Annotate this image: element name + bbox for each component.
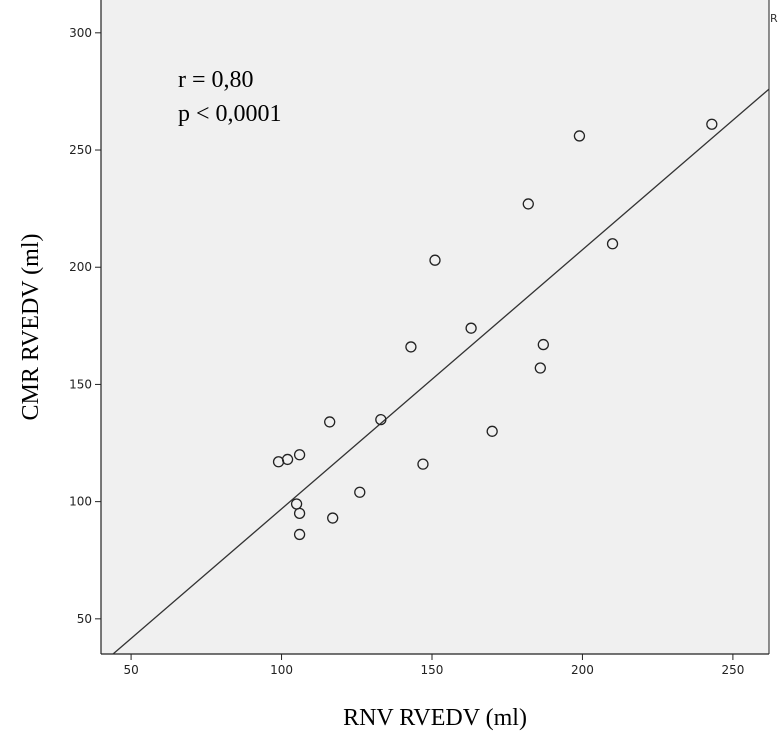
data-point [354,486,366,498]
x-tick-label: 50 [123,663,138,677]
annotation-r: r = 0,80 [178,67,254,93]
data-point [465,322,477,334]
y-tick-label: 100 [69,495,92,509]
data-point [606,238,619,250]
x-tick-label: 150 [421,663,444,677]
x-tick-label: 100 [270,663,293,677]
edge-glyph: R [770,12,778,25]
y-tick-label: 50 [77,612,92,626]
data-point [405,341,417,353]
x-axis-title: RNV RVEDV (ml) [343,705,527,731]
data-point [375,413,387,426]
y-tick-label: 300 [69,26,92,40]
y-axis-ticks: 50 100 150 200 250 300 [69,26,101,626]
data-point [429,254,441,266]
x-tick-label: 200 [571,663,594,677]
data-point [293,507,306,520]
data-point [706,118,718,130]
annotation-p: p < 0,0001 [178,101,282,127]
x-axis-ticks: 50 100 150 200 250 [123,654,744,677]
y-axis-title: CMR RVEDV (ml) [18,234,44,421]
plot-area [101,0,769,654]
x-tick-label: 250 [721,663,744,677]
data-point [534,362,546,374]
y-tick-label: 250 [69,143,92,157]
data-point [573,130,586,142]
data-point [324,416,336,428]
data-point [293,449,306,461]
data-point [327,512,339,524]
data-point [486,425,498,437]
data-point [537,338,549,351]
y-tick-label: 150 [69,377,92,391]
data-point [293,528,306,541]
data-points [272,118,718,541]
data-point [417,458,429,470]
regression-line [112,88,770,655]
data-point [522,198,534,210]
regression-line-group [112,88,770,655]
y-tick-label: 200 [69,260,92,274]
data-point [281,453,294,466]
